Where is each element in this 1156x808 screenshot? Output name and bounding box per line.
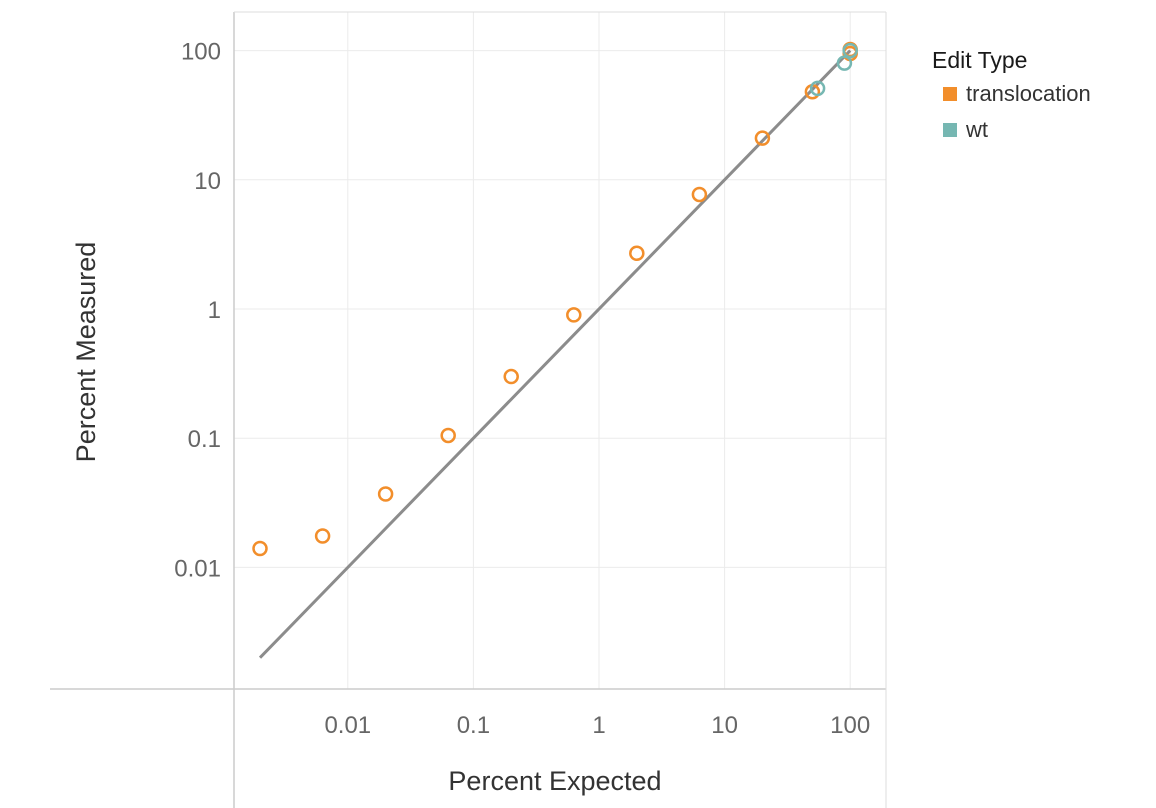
reference-line: [258, 49, 852, 659]
data-point-translocation: [252, 540, 268, 557]
data-point-translocation: [440, 427, 456, 444]
legend-label-wt: wt: [965, 117, 988, 142]
data-point-translocation: [691, 186, 708, 203]
data-point-translocation: [629, 245, 645, 262]
y-tick-label: 0.1: [188, 426, 221, 453]
y-tick-label: 100: [181, 39, 221, 66]
data-point-translocation: [754, 130, 771, 146]
data-point-wt: [836, 55, 853, 71]
data-point-wt: [809, 80, 826, 97]
y-tick-labels: 0.01 0.1 1 10 100: [174, 39, 221, 583]
reference-line-group: [258, 49, 852, 659]
data-point-translocation: [566, 307, 582, 323]
y-tick-label: 10: [194, 168, 221, 195]
legend-swatch-wt: [943, 123, 957, 137]
data-points: [252, 41, 858, 557]
x-tick-label: 100: [830, 712, 870, 739]
data-point-translocation: [377, 486, 394, 502]
legend: Edit Type translocation wt: [932, 47, 1091, 142]
y-tick-label: 1: [208, 297, 221, 324]
y-axis-title: Percent Measured: [71, 242, 101, 463]
x-tick-labels: 0.01 0.1 1 10 100: [324, 712, 870, 739]
data-point-wt: [842, 42, 858, 59]
x-tick-label: 1: [592, 712, 605, 739]
legend-label-translocation: translocation: [966, 81, 1091, 106]
y-tick-label: 0.01: [174, 555, 221, 582]
x-axis-title: Percent Expected: [448, 766, 661, 796]
x-tick-label: 0.1: [457, 712, 490, 739]
x-tick-label: 10: [711, 712, 738, 739]
legend-swatch-translocation: [943, 87, 957, 101]
x-tick-label: 0.01: [324, 712, 371, 739]
legend-title: Edit Type: [932, 47, 1027, 73]
axes: [50, 11, 887, 808]
data-point-translocation: [314, 528, 331, 544]
grid-lines: [234, 12, 886, 689]
data-point-translocation: [503, 368, 519, 385]
